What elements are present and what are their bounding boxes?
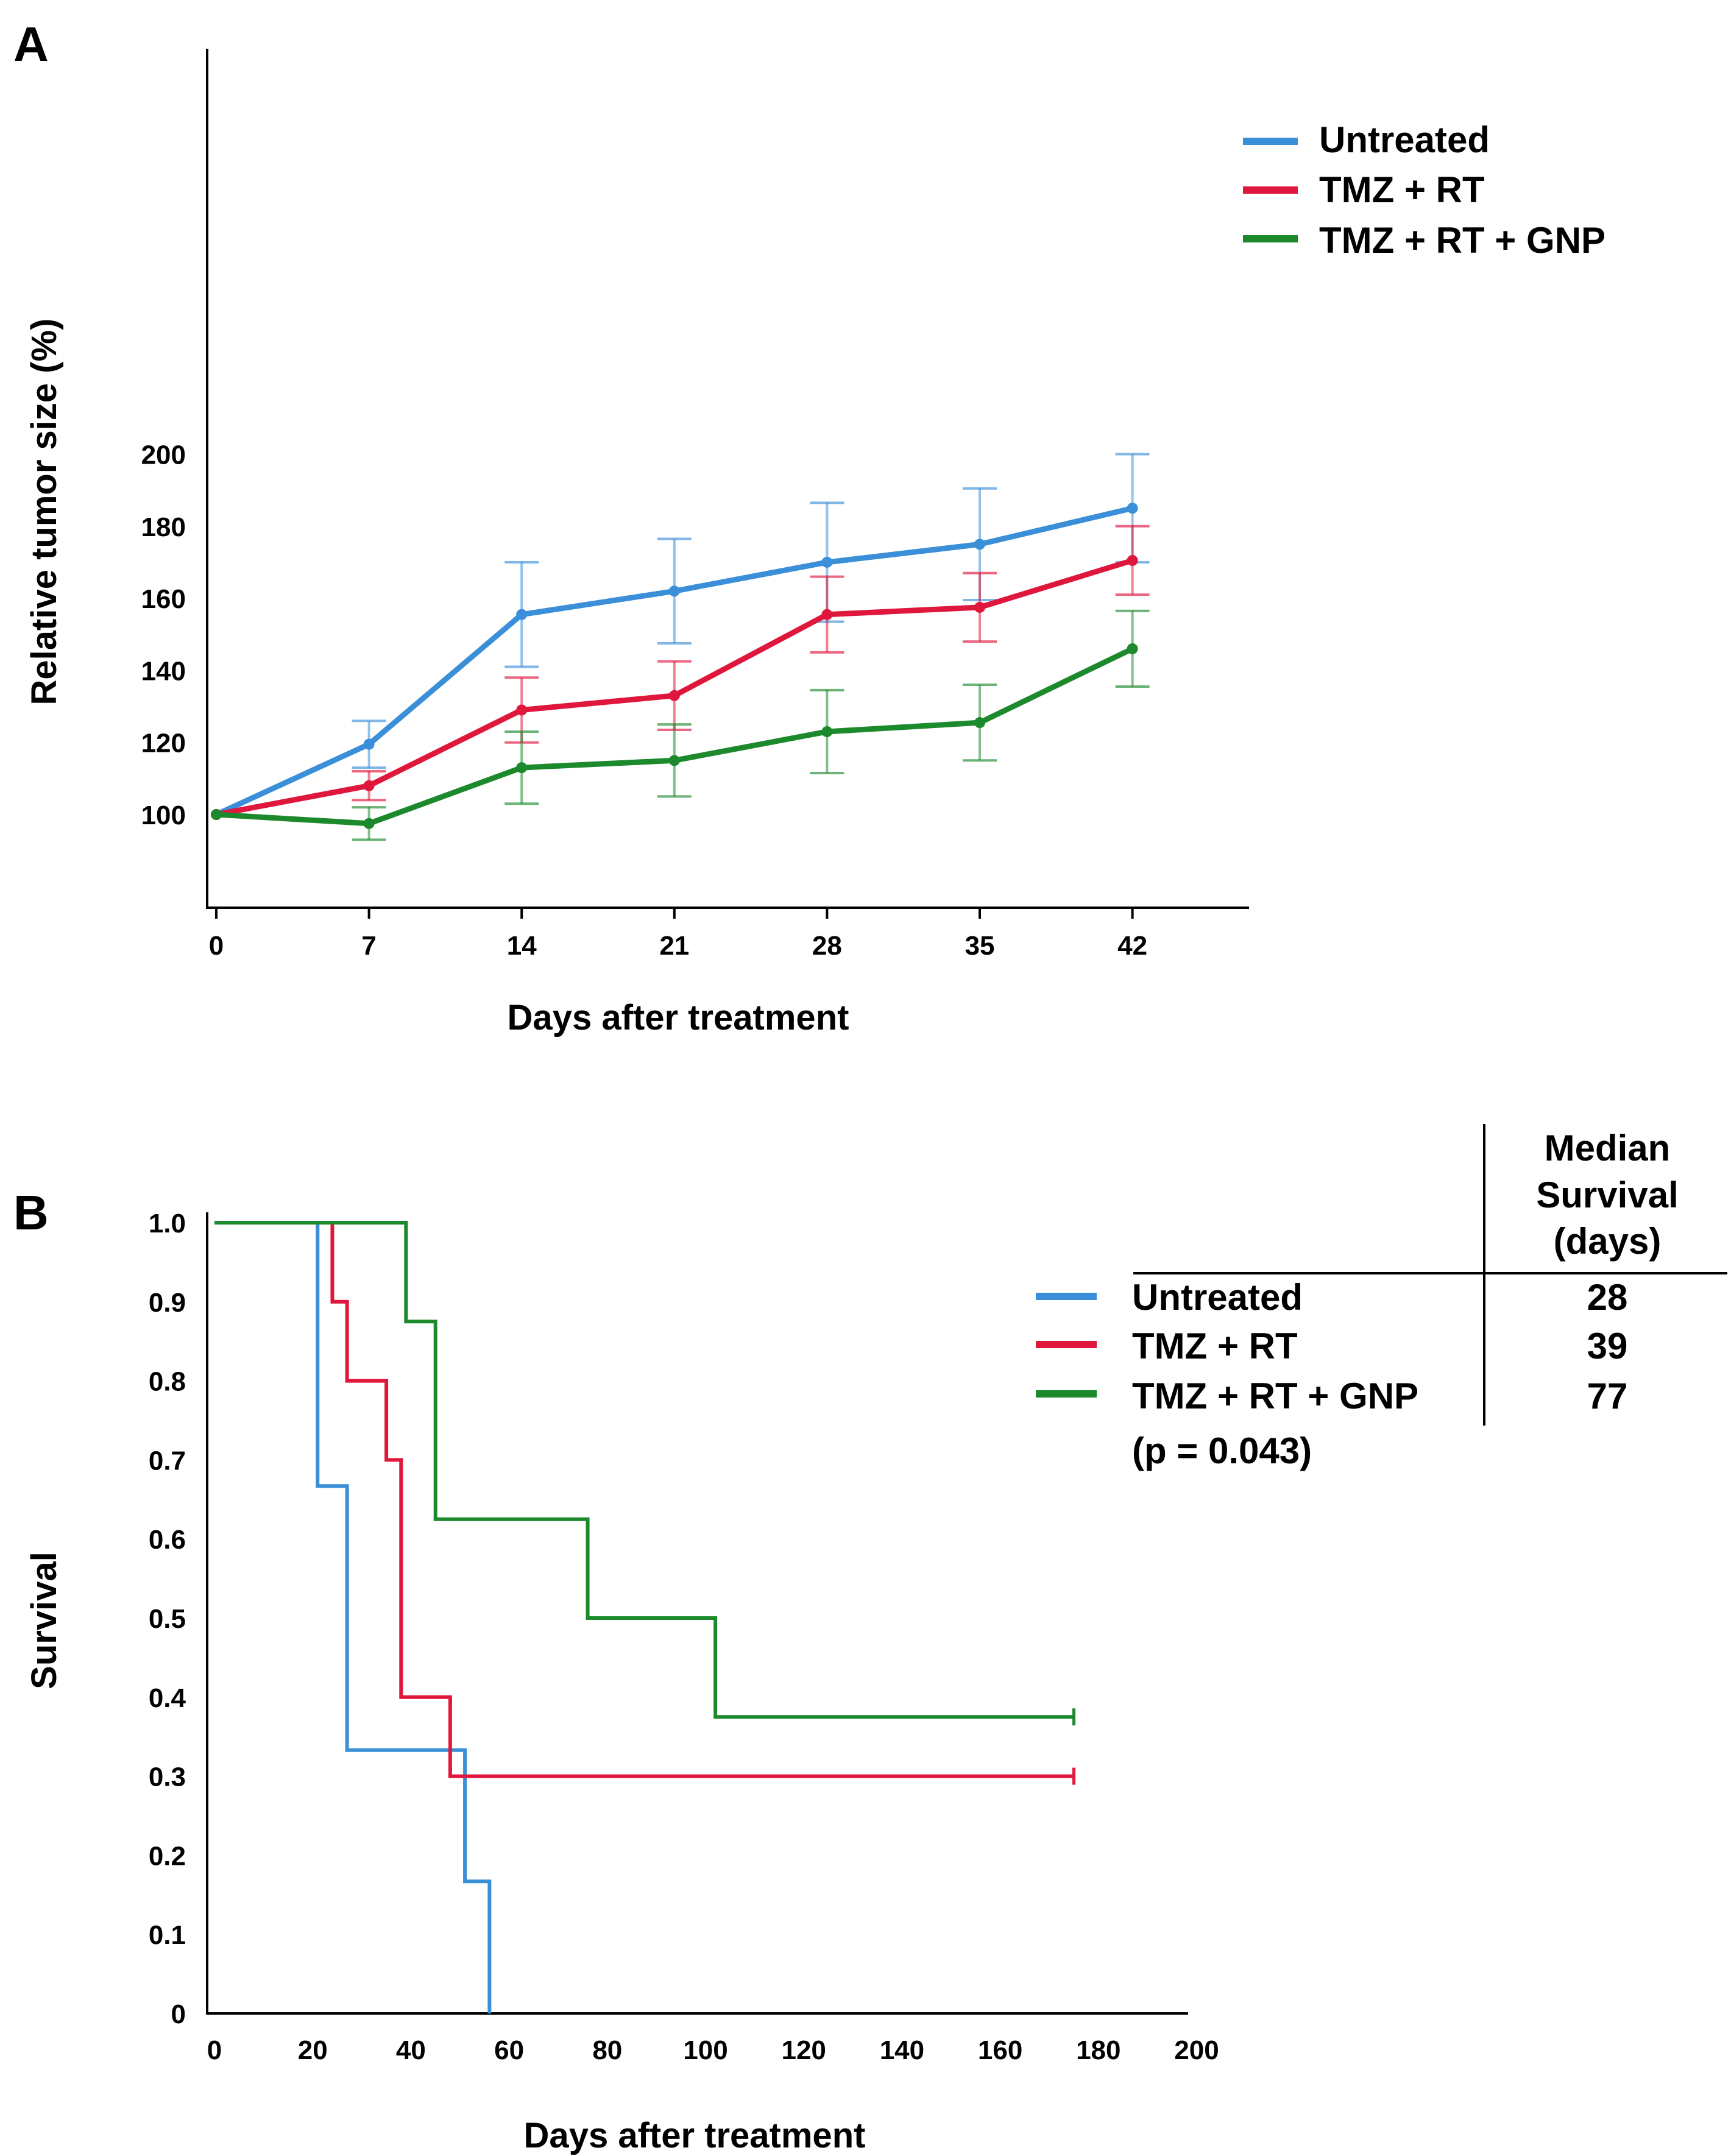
legend-label-tmz-rt: TMZ + RT	[1319, 169, 1485, 210]
y-tick-label: 1.0	[149, 1209, 186, 1239]
data-point	[211, 809, 222, 820]
panel-b-label: B	[13, 1186, 49, 1240]
panel-b: B Days after treatment Survival 00.10.20…	[13, 1124, 1727, 2155]
x-tick-label: 21	[659, 931, 689, 961]
series-tmz-rt-gnp	[211, 609, 1150, 841]
table-header-line-2: Survival	[1536, 1175, 1678, 1215]
y-tick-label: 0.5	[149, 1604, 186, 1634]
series-untreated	[214, 1221, 492, 2013]
x-tick-label: 160	[978, 2035, 1022, 2065]
table-median-tmz-rt: 39	[1587, 1326, 1628, 1366]
data-point	[821, 726, 833, 737]
data-point	[363, 738, 375, 750]
table-label-untreated: Untreated	[1132, 1277, 1303, 1318]
panel-b-series	[214, 1221, 1075, 2013]
data-point	[974, 717, 985, 729]
panel-b-y-ticks: 0 0.1 0.2 0.3 0.4 0.5 0.6 0.7 0.8 0.9 1.0	[149, 1209, 186, 2029]
table-label-tmz-rt-gnp: TMZ + RT + GNP	[1132, 1376, 1418, 1416]
data-point	[668, 690, 680, 701]
legend-label-untreated: Untreated	[1319, 119, 1490, 160]
x-tick-label: 120	[781, 2035, 826, 2065]
series-tmz-rt-gnp	[214, 1221, 1075, 1726]
series-tmz-rt	[211, 525, 1150, 820]
series-untreated	[211, 453, 1150, 820]
y-tick-label: 0.2	[149, 1841, 186, 1871]
data-point	[974, 601, 985, 613]
data-point	[1127, 503, 1138, 514]
y-tick-label: 0.8	[149, 1367, 186, 1397]
x-tick-label: 40	[396, 2035, 426, 2065]
data-point	[668, 585, 680, 597]
panel-a-label: A	[13, 17, 49, 71]
y-tick-label: 0.1	[149, 1920, 186, 1950]
x-tick-label: 200	[1174, 2035, 1219, 2065]
x-tick-label: 42	[1117, 931, 1147, 961]
y-tick-label: 100	[141, 801, 186, 830]
panel-b-x-ticks: 0 20 40 60 80 100 120 140 160 180 200	[207, 2035, 1219, 2065]
data-point	[1127, 643, 1138, 654]
y-tick-label: 0.3	[149, 1762, 186, 1792]
panel-a-x-label: Days after treatment	[508, 998, 849, 1037]
x-tick-label: 80	[592, 2035, 622, 2065]
y-tick-label: 120	[141, 729, 186, 758]
survival-curve	[214, 1221, 492, 2013]
table-median-tmz-rt-gnp: 77	[1587, 1376, 1628, 1416]
x-tick-label: 60	[494, 2035, 524, 2065]
y-tick-label: 0.6	[149, 1525, 186, 1555]
survival-curve	[214, 1221, 1074, 1778]
panel-a-legend: Untreated TMZ + RT TMZ + RT + GNP	[1243, 119, 1605, 261]
x-tick-label: 28	[812, 931, 842, 961]
panel-b-y-label: Survival	[24, 1552, 64, 1689]
x-tick-label: 0	[209, 931, 224, 961]
y-tick-label: 0.4	[149, 1683, 186, 1713]
y-tick-label: 0.7	[149, 1446, 186, 1476]
p-value: (p = 0.043)	[1132, 1430, 1312, 1471]
panel-a-y-ticks: 100 120 140 160 180 200	[141, 440, 186, 831]
legend-label-tmz-rt-gnp: TMZ + RT + GNP	[1319, 220, 1605, 261]
data-point	[821, 609, 833, 620]
y-tick-label: 200	[141, 440, 186, 470]
x-tick-label: 20	[298, 2035, 328, 2065]
y-tick-label: 180	[141, 512, 186, 542]
panel-a: A Days after treatment Relative tumor si…	[13, 17, 1605, 1037]
y-tick-label: 140	[141, 656, 186, 686]
y-tick-label: 0	[171, 1999, 186, 2029]
x-tick-label: 7	[361, 931, 376, 961]
data-point	[516, 762, 528, 774]
survival-curve	[214, 1221, 1074, 1719]
median-survival-table: Median Survival (days) Untreated 28 TMZ …	[1036, 1124, 1727, 1471]
data-point	[363, 818, 375, 829]
x-tick-label: 0	[207, 2035, 222, 2065]
x-tick-label: 180	[1076, 2035, 1120, 2065]
data-point	[516, 704, 528, 716]
x-tick-label: 100	[683, 2035, 727, 2065]
x-tick-label: 140	[880, 2035, 924, 2065]
y-tick-label: 0.9	[149, 1288, 186, 1318]
table-median-untreated: 28	[1587, 1277, 1628, 1318]
y-tick-label: 160	[141, 584, 186, 614]
table-header-line-3: (days)	[1554, 1221, 1662, 1262]
panel-a-x-ticks: 0 7 14 21 28 35 42	[209, 908, 1147, 961]
data-point	[974, 539, 985, 550]
table-header-line-1: Median	[1545, 1128, 1671, 1168]
data-point	[516, 609, 528, 620]
panel-b-x-label: Days after treatment	[524, 2116, 866, 2155]
data-point	[668, 755, 680, 766]
x-tick-label: 14	[507, 931, 537, 961]
table-label-tmz-rt: TMZ + RT	[1132, 1326, 1298, 1366]
panel-a-y-label: Relative tumor size (%)	[24, 319, 64, 705]
series-tmz-rt	[214, 1221, 1075, 1785]
data-point	[363, 780, 375, 791]
x-tick-label: 35	[965, 931, 995, 961]
data-point	[1127, 554, 1138, 566]
data-point	[821, 556, 833, 568]
panel-a-series	[211, 453, 1150, 841]
